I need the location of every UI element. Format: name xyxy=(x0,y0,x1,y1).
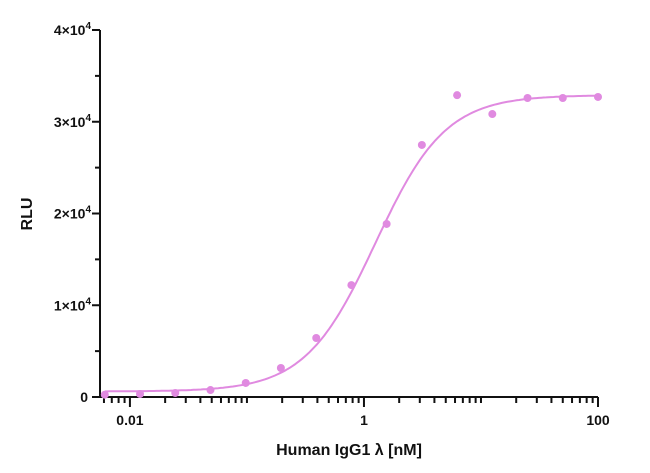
y-axis: 0 1×104 2×104 3×104 4×104 xyxy=(54,21,101,405)
data-point xyxy=(382,219,391,228)
fit-curve xyxy=(104,94,598,393)
x-axis: 0.01 1 100 xyxy=(99,396,610,428)
data-point xyxy=(171,388,180,397)
data-point xyxy=(276,364,285,373)
data-point xyxy=(206,386,215,395)
y-axis-title: RLU xyxy=(19,198,36,231)
data-point xyxy=(347,281,356,290)
y-tick-label: 4×104 xyxy=(54,21,92,38)
y-tick-label: 0 xyxy=(80,389,88,405)
data-point xyxy=(488,110,497,119)
y-tick-label: 1×104 xyxy=(54,296,92,313)
data-point xyxy=(312,334,321,343)
data-point xyxy=(417,140,426,149)
x-tick-label: 1 xyxy=(360,412,368,428)
y-tick-label: 3×104 xyxy=(54,113,92,130)
data-point xyxy=(100,390,109,399)
x-tick-label: 100 xyxy=(586,412,610,428)
data-point xyxy=(558,93,567,102)
x-tick-label: 0.01 xyxy=(116,412,143,428)
data-points xyxy=(100,91,602,399)
x-axis-title: Human IgG1 λ [nM] xyxy=(276,442,422,459)
data-point xyxy=(594,92,602,101)
y-tick-label: 2×104 xyxy=(54,205,92,222)
data-point xyxy=(523,93,532,102)
data-point xyxy=(136,389,145,398)
data-point xyxy=(241,378,250,387)
data-point xyxy=(453,91,462,100)
